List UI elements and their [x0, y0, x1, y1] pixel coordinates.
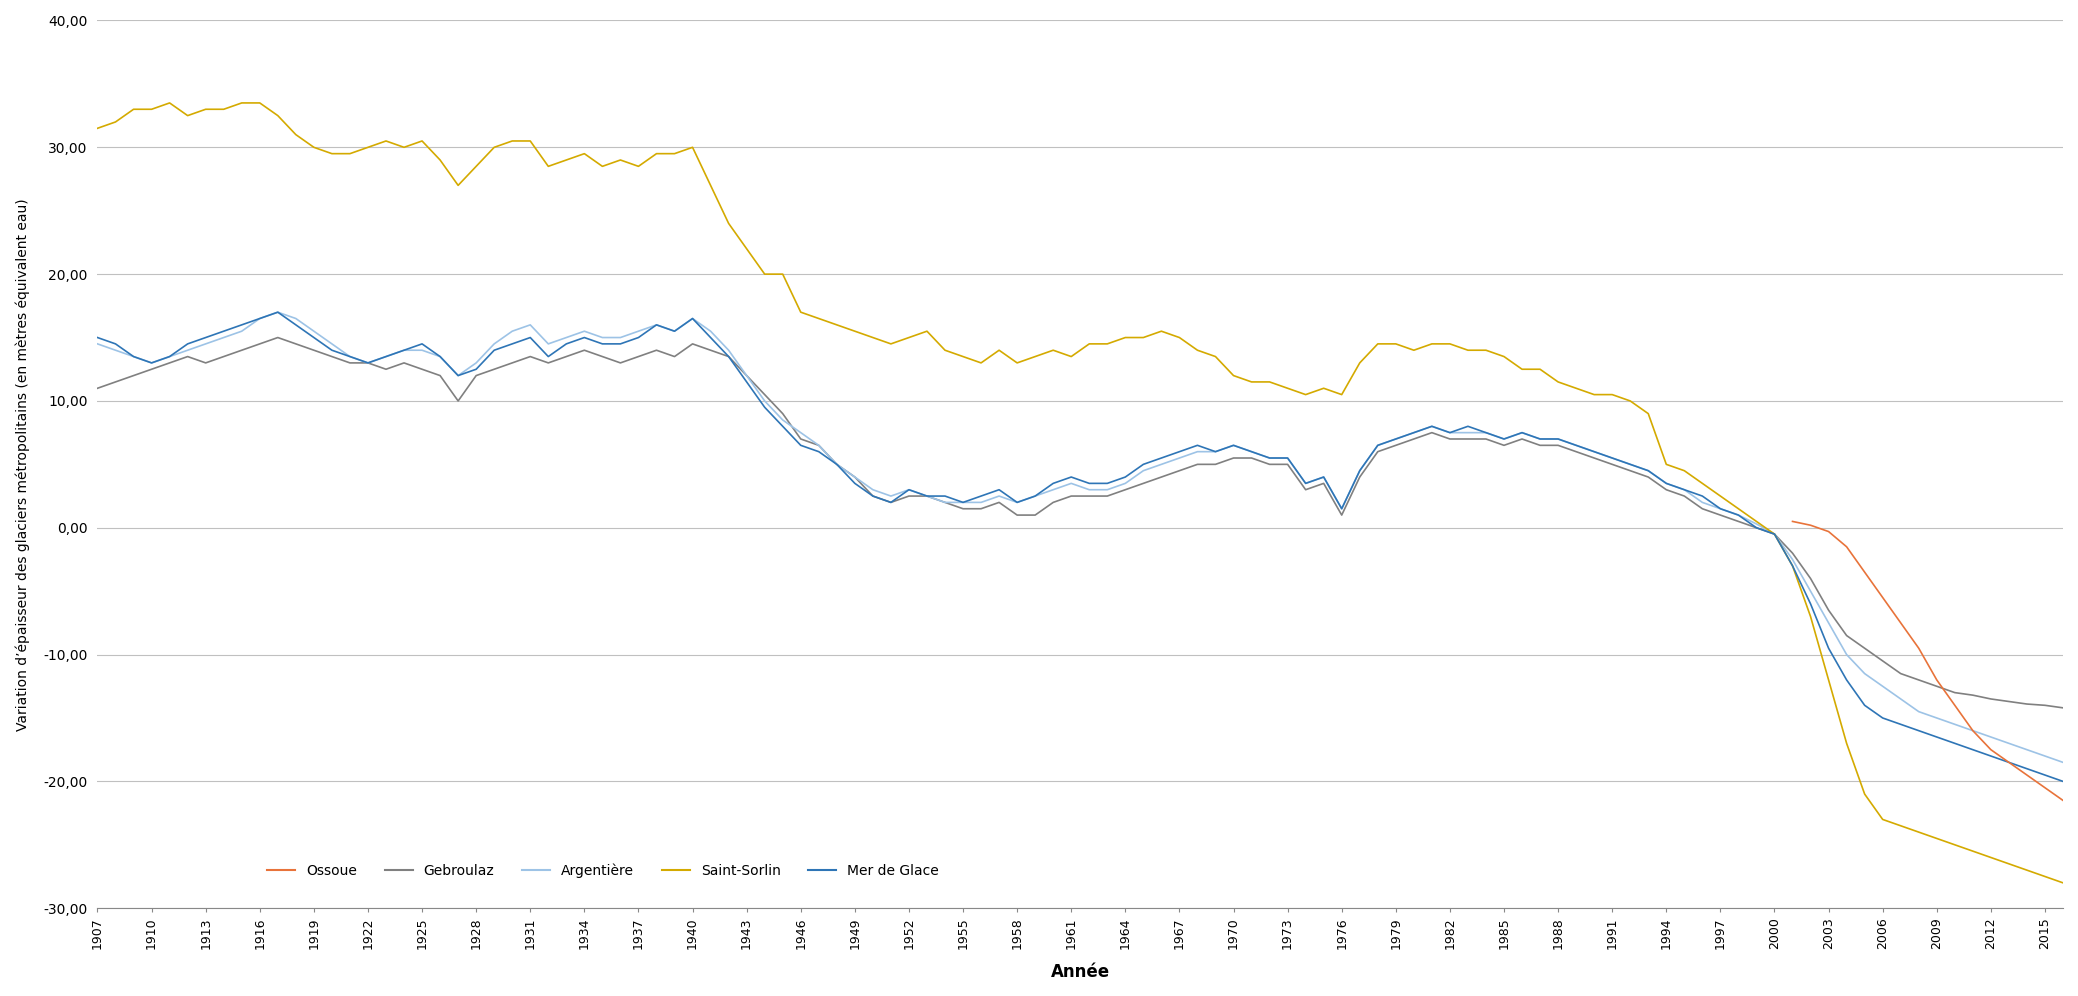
Y-axis label: Variation d’épaisseur des glaciers métropolitains (en mètres équivalent eau): Variation d’épaisseur des glaciers métro… — [15, 198, 29, 731]
Ossoue — [1851, 566, 1876, 578]
Argentière — [1004, 496, 1029, 508]
Argentière — [1943, 718, 1968, 730]
X-axis label: Année: Année — [1051, 963, 1110, 981]
Mer de Glace — [1004, 496, 1029, 508]
Saint-Sorlin — [2051, 876, 2076, 888]
Line: Argentière: Argentière — [98, 312, 2063, 762]
Argentière — [2051, 756, 2076, 768]
Ossoue — [1889, 617, 1914, 628]
Gebroulaz — [85, 382, 110, 394]
Ossoue — [2014, 769, 2039, 781]
Ossoue — [1870, 592, 1895, 604]
Gebroulaz — [680, 338, 704, 350]
Ossoue — [1960, 725, 1984, 737]
Mer de Glace — [1060, 471, 1085, 483]
Argentière — [266, 306, 291, 318]
Argentière — [1060, 477, 1085, 489]
Ossoue — [1781, 516, 1806, 528]
Line: Saint-Sorlin: Saint-Sorlin — [98, 103, 2063, 882]
Ossoue — [1906, 642, 1930, 654]
Ossoue — [1924, 674, 1949, 686]
Gebroulaz — [1943, 686, 1968, 698]
Saint-Sorlin — [1004, 357, 1029, 369]
Ossoue — [1797, 519, 1822, 531]
Gebroulaz — [1492, 439, 1517, 451]
Saint-Sorlin — [158, 97, 183, 109]
Ossoue — [2032, 782, 2057, 794]
Ossoue — [1997, 756, 2022, 768]
Line: Ossoue: Ossoue — [1793, 522, 2063, 801]
Argentière — [680, 313, 704, 325]
Argentière — [85, 338, 110, 350]
Saint-Sorlin — [2014, 865, 2039, 876]
Gebroulaz — [2051, 702, 2076, 714]
Ossoue — [2051, 795, 2076, 807]
Mer de Glace — [2051, 776, 2076, 788]
Mer de Glace — [85, 332, 110, 344]
Argentière — [2014, 744, 2039, 756]
Saint-Sorlin — [1492, 351, 1517, 363]
Ossoue — [1943, 699, 1968, 711]
Gebroulaz — [266, 332, 291, 344]
Saint-Sorlin — [1060, 351, 1085, 363]
Ossoue — [1835, 541, 1860, 553]
Gebroulaz — [1004, 509, 1029, 521]
Line: Gebroulaz: Gebroulaz — [98, 338, 2063, 708]
Mer de Glace — [680, 313, 704, 325]
Line: Mer de Glace: Mer de Glace — [98, 312, 2063, 782]
Saint-Sorlin — [85, 123, 110, 134]
Mer de Glace — [1492, 433, 1517, 445]
Ossoue — [1816, 526, 1841, 538]
Mer de Glace — [2014, 763, 2039, 775]
Ossoue — [1978, 744, 2003, 756]
Mer de Glace — [266, 306, 291, 318]
Gebroulaz — [1060, 490, 1085, 502]
Argentière — [1492, 433, 1517, 445]
Gebroulaz — [2014, 698, 2039, 710]
Mer de Glace — [1943, 737, 1968, 749]
Saint-Sorlin — [680, 141, 704, 153]
Legend: Ossoue, Gebroulaz, Argentière, Saint-Sorlin, Mer de Glace: Ossoue, Gebroulaz, Argentière, Saint-Sor… — [262, 858, 945, 883]
Saint-Sorlin — [1943, 839, 1968, 851]
